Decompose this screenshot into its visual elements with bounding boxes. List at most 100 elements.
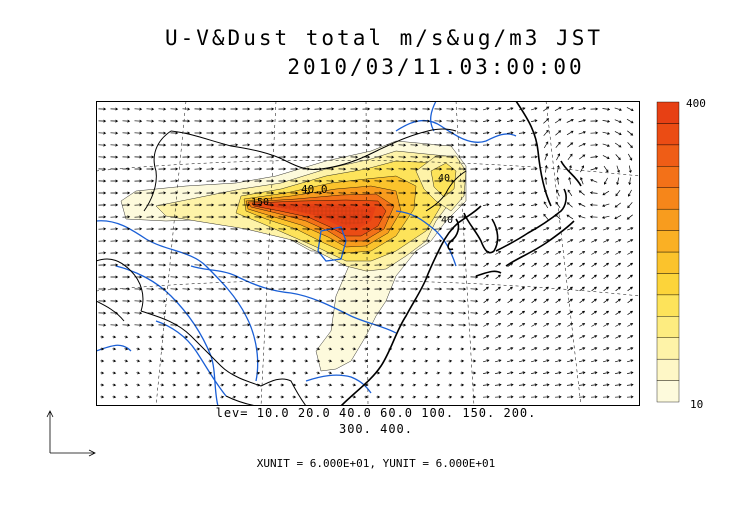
wind-vector [122,107,131,111]
wind-vector [242,251,251,255]
wind-vector [434,275,443,279]
wind-vector [506,155,514,159]
wind-vector [506,191,514,195]
wind-vector [158,143,167,147]
wind-vector [110,119,119,123]
wind-vector [232,383,237,387]
wind-vector [290,227,299,231]
wind-vector [170,323,179,327]
wind-vector [326,179,335,183]
wind-vector [614,107,622,111]
wind-vector [194,203,203,207]
wind-vector [338,311,347,315]
wind-vector [182,155,191,159]
wind-vector [555,189,560,197]
wind-vector [122,275,131,279]
wind-vector [410,107,419,111]
wind-vector [626,395,634,399]
wind-vector [374,251,383,255]
wind-vector [256,335,261,339]
wind-vector [615,335,622,339]
wind-vector [280,359,285,363]
wind-vector [567,142,574,148]
wind-vector [98,107,107,111]
wind-vector [170,191,179,195]
wind-vector [170,287,179,291]
wind-vector [110,131,119,135]
wind-vector [362,167,371,171]
wind-vector [326,287,335,291]
wind-vector [134,215,143,219]
wind-vector [98,275,107,279]
wind-vector [483,323,490,327]
wind-vector [568,176,572,185]
wind-vector [340,371,345,375]
wind-vector [495,371,502,375]
wind-vector [242,131,251,135]
wind-vector [579,323,586,327]
wind-vector [376,359,381,363]
wind-vector [627,142,633,149]
wind-vector [304,383,309,387]
wind-vector [518,143,526,147]
wind-vector [352,371,357,375]
wind-vector [614,214,622,220]
wind-vector [398,203,407,207]
wind-vector [254,299,263,303]
wind-vector [302,299,311,303]
wind-vector [519,323,526,327]
wind-vector [170,203,179,207]
wind-vector [579,310,586,315]
wind-vector [266,167,275,171]
wind-vector [350,299,359,303]
wind-vector [122,323,131,327]
colorbar-swatch [656,166,680,188]
wind-vector [412,371,417,375]
wind-vector [362,131,371,135]
wind-vector [400,359,405,363]
wind-vector [506,143,514,147]
wind-vector [556,153,561,161]
map-title: U-V&Dust total m/s&ug/m3 JST [164,26,603,50]
wind-vector [374,311,383,315]
wind-vector [398,263,407,267]
wind-vector [326,239,335,243]
wind-vector [386,179,395,183]
wind-vector [446,119,455,123]
wind-vector [627,202,633,209]
wind-vector [316,395,321,399]
wind-vector [278,107,287,111]
wind-vector [434,203,443,207]
wind-vector [542,383,550,387]
wind-vector [122,251,131,255]
wind-vector [278,203,287,207]
wind-vector [424,371,429,375]
wind-vector [386,119,395,123]
wind-vector [410,167,419,171]
wind-vector [374,287,383,291]
wind-vector [603,371,610,375]
wind-vector [627,274,633,280]
wind-vector [110,155,119,159]
wind-vector [591,227,598,231]
wind-vector [410,179,419,183]
wind-vector [446,263,455,267]
wind-vector [483,227,490,231]
wind-vector [136,359,141,363]
wind-vector [590,131,599,135]
map-timestamp: 2010/03/11.03:00:00 [287,55,585,79]
contour-label-40-b: 40 [441,215,453,226]
wind-vector [543,310,550,315]
wind-vector [579,251,586,255]
wind-vector [554,214,561,220]
contour-label-40-c: 40 [438,173,450,184]
wind-vector [386,155,395,159]
wind-vector [230,107,239,111]
wind-vector [170,215,179,219]
colorbar-swatch [656,358,680,381]
wind-vector [160,347,165,351]
wind-vector [591,251,598,255]
wind-vector [398,143,407,147]
wind-vector [230,263,239,267]
wind-vector [350,287,359,291]
